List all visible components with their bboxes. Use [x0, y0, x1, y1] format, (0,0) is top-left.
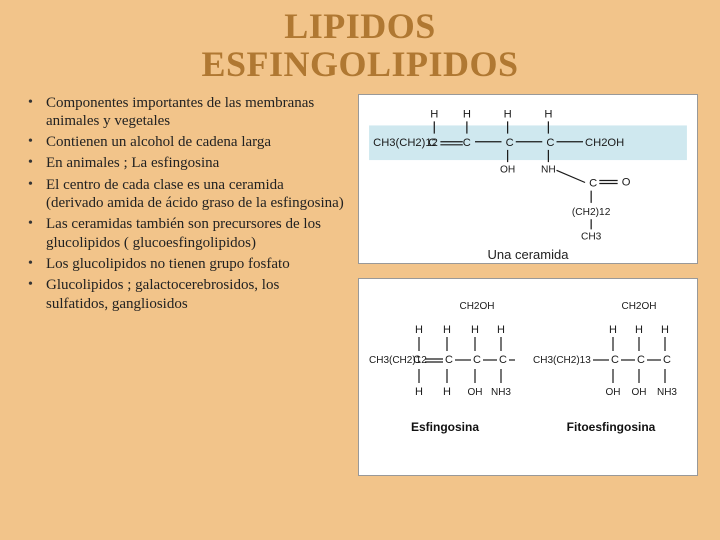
atom-label: OH — [468, 387, 483, 398]
atom-label: CH3 — [581, 231, 602, 242]
esfingosina-caption: Esfingosina — [411, 420, 479, 434]
atom-label: O — [622, 176, 631, 188]
bullet-text: Los glucolipidos no tienen grupo fosfato — [46, 256, 290, 272]
title-line-1: LIPIDOS — [284, 6, 436, 46]
atom-label: C — [663, 354, 671, 366]
atom-label: CH2OH — [621, 301, 656, 312]
fitoesfingosina-caption: Fitoesfingosina — [567, 420, 656, 434]
atom-label: C — [611, 354, 619, 366]
bullet-list: Componentes importantes de las membranas… — [28, 94, 344, 313]
list-item: Componentes importantes de las membranas… — [28, 94, 344, 131]
list-item: Glucolipidos ; galactocerebrosidos, los … — [28, 276, 344, 313]
atom-label: H — [471, 324, 479, 336]
atom-label: C — [589, 177, 597, 189]
figure-column: CH3 (CH2)12 C C H H C H — [358, 94, 698, 476]
atom-label: H — [661, 324, 669, 336]
esfingosina-structure-icon: CH3(CH2)12 C C H H C — [365, 285, 525, 435]
fitoesfingosina-panel: CH3(CH2)13 C H OH C H — [531, 285, 691, 435]
atom-label: H — [415, 386, 423, 398]
title-line-2: ESFINGOLIPIDOS — [201, 44, 518, 84]
atom-label: H — [497, 324, 505, 336]
content-row: Componentes importantes de las membranas… — [22, 94, 698, 476]
atom-label: C — [473, 354, 481, 366]
atom-label: CH3(CH2)13 — [533, 355, 591, 366]
atom-label: H — [463, 108, 471, 120]
atom-label: H — [443, 386, 451, 398]
bullet-text: En animales ; La esfingosina — [46, 155, 219, 171]
atom-label: C — [546, 136, 554, 148]
atom-label: H — [544, 108, 552, 120]
atom-label: NH — [541, 164, 556, 175]
bullet-text: El centro de cada clase es una ceramida … — [46, 177, 344, 211]
bullet-text: Glucolipidos ; galactocerebrosidos, los … — [46, 277, 279, 311]
atom-label: H — [415, 324, 423, 336]
atom-label: NH3 — [491, 387, 511, 398]
atom-label: NH3 — [657, 387, 677, 398]
atom-label: OH — [606, 387, 621, 398]
esfingosina-panel: CH3(CH2)12 C C H H C — [365, 285, 525, 435]
sphingosine-figure: CH3(CH2)12 C C H H C — [358, 278, 698, 476]
list-item: Los glucolipidos no tienen grupo fosfato — [28, 255, 344, 273]
atom-label: C — [506, 136, 514, 148]
atom-label: C — [445, 354, 453, 366]
atom-label: H — [504, 108, 512, 120]
slide-title: LIPIDOS ESFINGOLIPIDOS — [22, 8, 698, 84]
slide: LIPIDOS ESFINGOLIPIDOS Componentes impor… — [0, 0, 720, 540]
bullet-text: Componentes importantes de las membranas… — [46, 95, 314, 129]
ceramide-structure-icon: CH3 (CH2)12 C C H H C H — [365, 101, 691, 244]
fitoesfingosina-structure-icon: CH3(CH2)13 C H OH C H — [531, 285, 691, 435]
sphingosine-pair: CH3(CH2)12 C C H H C — [365, 285, 691, 435]
atom-label: H — [430, 108, 438, 120]
atom-label: (CH2)12 — [572, 207, 611, 218]
list-item: Contienen un alcohol de cadena larga — [28, 133, 344, 151]
list-item: Las ceramidas también son precursores de… — [28, 215, 344, 252]
atom-label: H — [609, 324, 617, 336]
bullet-column: Componentes importantes de las membranas… — [22, 94, 344, 476]
list-item: El centro de cada clase es una ceramida … — [28, 176, 344, 213]
atom-label: CH2OH — [585, 136, 624, 148]
atom-label: CH2OH — [459, 301, 494, 312]
atom-label: H — [443, 324, 451, 336]
atom-label: C — [428, 136, 436, 148]
atom-label: C — [499, 354, 507, 366]
atom-label: OH — [500, 164, 515, 175]
list-item: En animales ; La esfingosina — [28, 154, 344, 172]
atom-label: H — [635, 324, 643, 336]
atom-label: C — [413, 354, 421, 366]
atom-label: OH — [632, 387, 647, 398]
atom-label: C — [637, 354, 645, 366]
bullet-text: Las ceramidas también son precursores de… — [46, 216, 321, 250]
atom-label: C — [463, 136, 471, 148]
bullet-text: Contienen un alcohol de cadena larga — [46, 134, 271, 150]
ceramide-caption: Una ceramida — [365, 247, 691, 262]
ceramide-figure: CH3 (CH2)12 C C H H C H — [358, 94, 698, 264]
